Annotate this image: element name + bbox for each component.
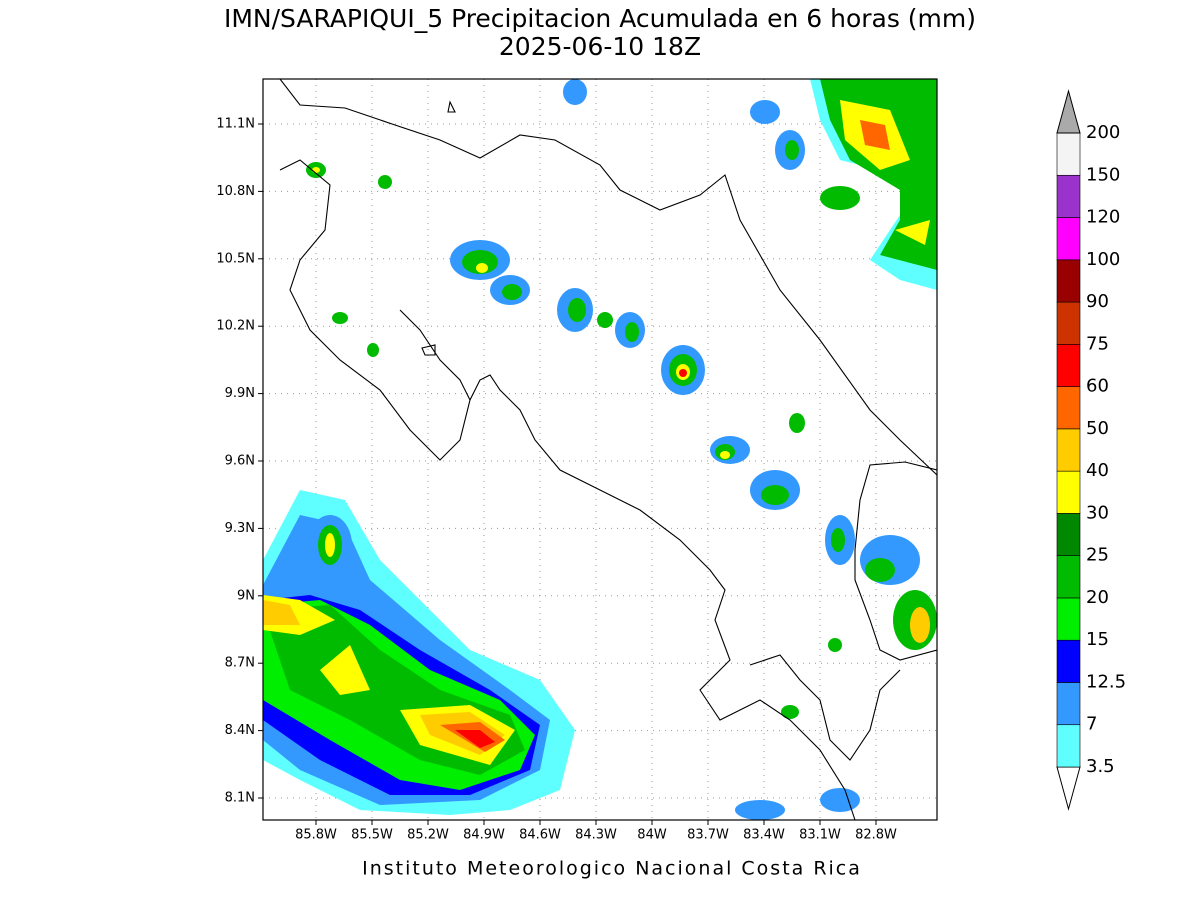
lat-label: 10.8N [216, 184, 255, 199]
lat-label: 10.2N [216, 319, 255, 334]
color-swatch [1056, 513, 1081, 556]
map-frame [262, 78, 938, 821]
colorbar-label: 100 [1086, 249, 1120, 270]
lat-label: 9.3N [225, 521, 255, 536]
colorbar-label: 60 [1086, 376, 1109, 397]
color-swatch [1056, 639, 1081, 683]
credit: Instituto Meteorologico Nacional Costa R… [362, 858, 862, 880]
lon-label: 83.7W [687, 828, 729, 843]
lon-label: 84W [637, 828, 667, 843]
subtitle: 2025-06-10 18Z [499, 32, 701, 61]
colorbar-label: 75 [1086, 333, 1109, 354]
color-swatch [1056, 217, 1081, 261]
lon-label: 83.4W [743, 828, 785, 843]
title: IMN/SARAPIQUI_5 Precipitacion Acumulada … [224, 4, 976, 33]
colorbar-label: 90 [1086, 291, 1109, 312]
colorbar-label: 30 [1086, 502, 1109, 523]
colorbar-label: 12.5 [1086, 671, 1126, 692]
lon-label: 84.9W [463, 828, 505, 843]
color-swatch [1056, 555, 1081, 599]
lat-label: 8.4N [225, 723, 255, 738]
lon-label: 85.5W [351, 828, 393, 843]
lat-label: 9.9N [225, 386, 255, 401]
colorbar-label: 50 [1086, 418, 1109, 439]
colorbar-label: 20 [1086, 587, 1109, 608]
colorbar-label: 150 [1086, 164, 1120, 185]
colorbar: 3.5 7 12.5 15 20 25 30 40 50 60 75 90 100 120 150 200 [1056, 89, 1126, 811]
lon-label: 84.3W [575, 828, 617, 843]
precipitation-field [263, 79, 937, 820]
lon-label: 85.2W [407, 828, 449, 843]
lat-label: 10.5N [216, 251, 255, 266]
color-swatch [1056, 682, 1081, 726]
color-swatch [1056, 301, 1081, 345]
lat-label: 8.7N [225, 656, 255, 671]
color-swatch [1056, 259, 1081, 303]
color-swatch [1056, 344, 1081, 387]
lat-label: 9.6N [225, 454, 255, 469]
color-swatch [1056, 132, 1081, 176]
colorbar-label: 25 [1086, 545, 1109, 566]
colorbar-label: 15 [1086, 629, 1109, 650]
color-swatch [1056, 470, 1081, 514]
colorbar-label: 120 [1086, 207, 1120, 228]
lon-label: 85.8W [295, 828, 337, 843]
lat-label: 9N [237, 588, 255, 603]
color-swatch [1056, 174, 1081, 218]
color-swatch [1056, 724, 1081, 768]
lat-label: 11.1N [216, 117, 255, 132]
lat-label: 8.1N [225, 791, 255, 806]
colorbar-label: 3.5 [1086, 756, 1115, 777]
colorbar-label: 7 [1086, 714, 1097, 735]
colorbar-high-arrow [1056, 89, 1081, 134]
colorbar-label: 40 [1086, 460, 1109, 481]
lon-label: 82.8W [855, 828, 897, 843]
color-swatch [1056, 428, 1081, 472]
lon-label: 83.1W [799, 828, 841, 843]
colorbar-low-arrow [1056, 766, 1081, 811]
lon-label: 84.6W [519, 828, 561, 843]
colorbar-label: 200 [1086, 122, 1120, 143]
color-swatch [1056, 597, 1081, 641]
color-swatch [1056, 386, 1081, 430]
